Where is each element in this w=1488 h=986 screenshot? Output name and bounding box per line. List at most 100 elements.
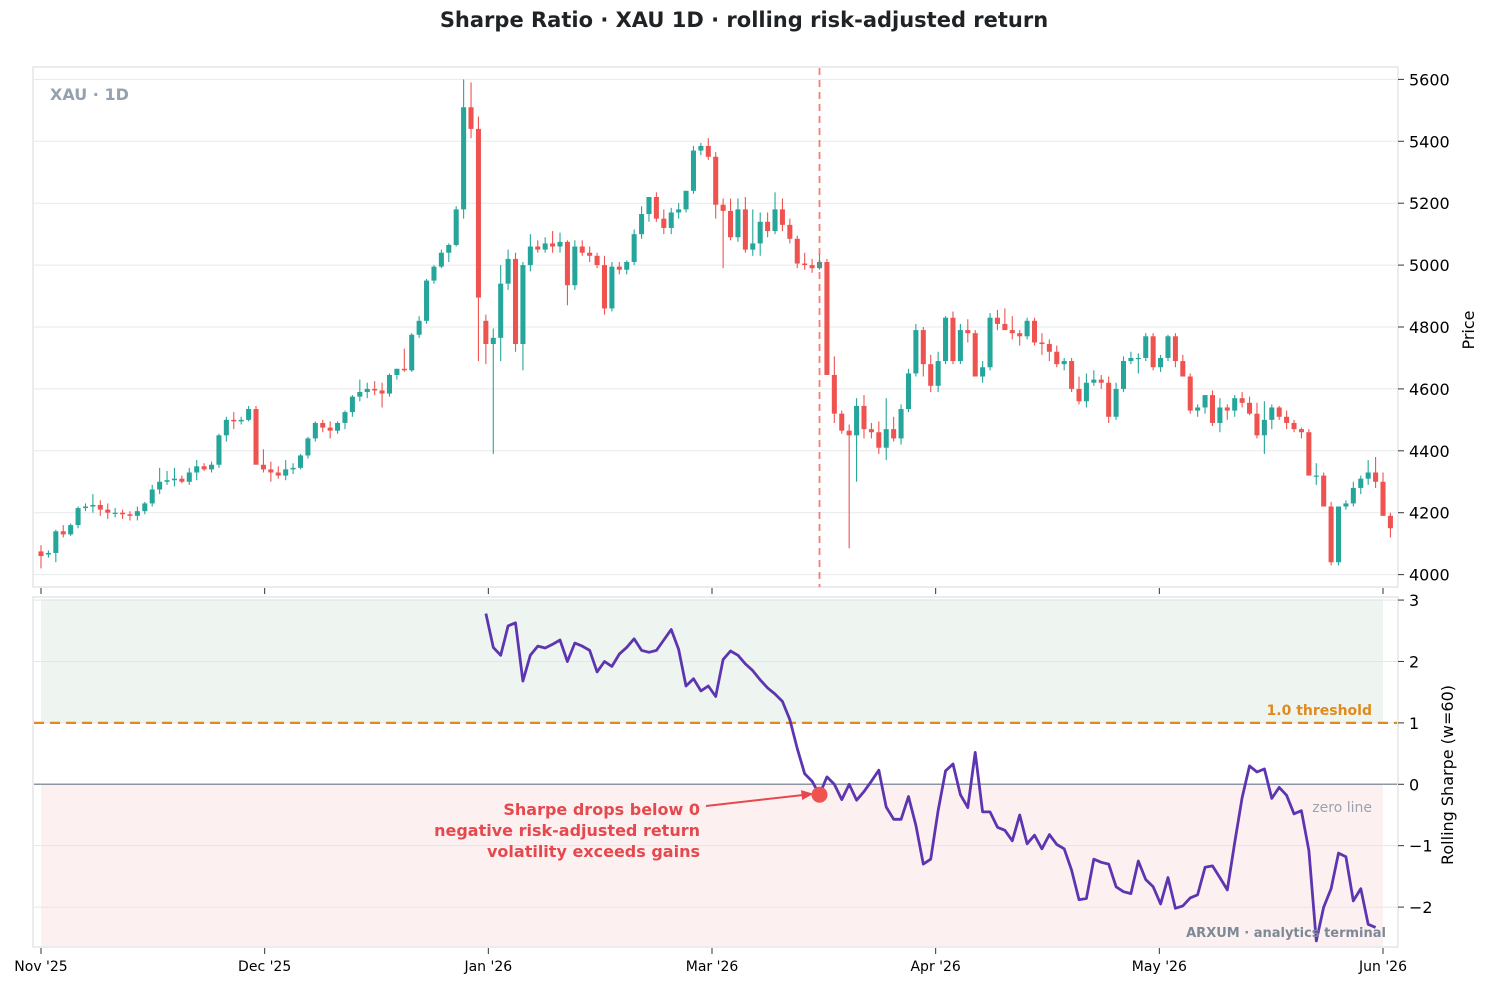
candle-body bbox=[1106, 382, 1112, 417]
candle bbox=[1328, 501, 1334, 566]
candle bbox=[839, 410, 845, 434]
candle-body bbox=[171, 478, 177, 481]
candle bbox=[68, 523, 74, 536]
candle-body bbox=[683, 190, 689, 210]
candle bbox=[179, 475, 185, 484]
x-axis: Nov '25 Dec '25 Jan '26 Mar '26 Apr '26 May '… bbox=[14, 588, 1407, 975]
candle-body bbox=[312, 422, 318, 439]
candle-body bbox=[1313, 475, 1319, 477]
annotation-line-1: Sharpe drops below 0 bbox=[503, 800, 700, 819]
x-tick-label: Mar '26 bbox=[686, 959, 739, 975]
candle-body bbox=[854, 405, 860, 436]
candle bbox=[913, 323, 919, 377]
candle-body bbox=[1054, 351, 1060, 365]
candle-body bbox=[105, 509, 111, 513]
candle-body bbox=[431, 266, 437, 281]
candle bbox=[631, 229, 637, 266]
candle bbox=[1298, 427, 1304, 439]
candle-body bbox=[342, 412, 348, 423]
candle-body bbox=[127, 514, 133, 516]
candle bbox=[854, 398, 860, 482]
candle bbox=[1002, 308, 1008, 331]
candle-body bbox=[957, 330, 963, 362]
candle-body bbox=[461, 107, 467, 210]
candle-body bbox=[994, 317, 1000, 324]
candle-body bbox=[668, 212, 674, 228]
price-tick-label: 5600 bbox=[1409, 70, 1450, 89]
candle-body bbox=[1032, 320, 1038, 343]
candle-body bbox=[1373, 472, 1379, 482]
candle bbox=[668, 207, 674, 235]
candle bbox=[1269, 404, 1275, 430]
candle-body bbox=[1187, 376, 1193, 411]
candle bbox=[157, 467, 163, 495]
candle-body bbox=[1254, 413, 1260, 436]
candle-body bbox=[839, 413, 845, 431]
candle-body bbox=[609, 266, 615, 309]
candle-body bbox=[1180, 361, 1186, 377]
candle-body bbox=[1335, 506, 1342, 563]
positive-region-band bbox=[41, 599, 1383, 723]
threshold-label: 1.0 threshold bbox=[1267, 703, 1372, 719]
candle-body bbox=[179, 478, 185, 482]
candle-body bbox=[1172, 336, 1178, 362]
candle-body bbox=[920, 330, 926, 365]
candle bbox=[349, 395, 355, 417]
candle-body bbox=[194, 466, 200, 473]
candle-body bbox=[891, 429, 897, 439]
candle bbox=[1306, 429, 1312, 476]
candle-body bbox=[38, 551, 44, 557]
candle bbox=[461, 79, 467, 219]
candle bbox=[928, 354, 934, 392]
candle bbox=[379, 382, 385, 408]
candle bbox=[60, 525, 66, 538]
candle-body bbox=[1217, 407, 1223, 423]
candle-body bbox=[905, 373, 912, 410]
candle bbox=[542, 237, 548, 253]
candle bbox=[713, 152, 719, 219]
candle bbox=[1180, 354, 1186, 377]
candle-body bbox=[60, 531, 66, 535]
price-tick-label: 4200 bbox=[1409, 504, 1450, 523]
candle-body bbox=[765, 221, 771, 232]
candle bbox=[750, 209, 756, 256]
candle bbox=[980, 361, 986, 383]
candle bbox=[97, 500, 103, 516]
candle-body bbox=[1298, 429, 1304, 433]
annotation-arrow bbox=[705, 793, 806, 807]
candle-body bbox=[1365, 472, 1371, 479]
candle-body bbox=[661, 218, 667, 228]
candle bbox=[609, 262, 615, 312]
candle-body bbox=[120, 512, 126, 515]
candle bbox=[535, 240, 541, 253]
annotation: Sharpe drops below 0 negative risk-adjus… bbox=[434, 786, 828, 861]
candle-body bbox=[260, 464, 266, 470]
candle bbox=[216, 433, 222, 468]
candle-body bbox=[587, 252, 593, 256]
candle-body bbox=[335, 422, 341, 431]
candle-body bbox=[1120, 361, 1127, 389]
x-tick-label: Apr '26 bbox=[910, 959, 960, 975]
candle-body bbox=[631, 234, 637, 262]
candle bbox=[297, 453, 304, 470]
candle-body bbox=[112, 512, 118, 514]
candle-body bbox=[1261, 419, 1267, 436]
candle-body bbox=[601, 265, 608, 309]
candle bbox=[757, 212, 763, 256]
candle bbox=[705, 138, 711, 160]
candle-body bbox=[535, 246, 541, 250]
candle bbox=[275, 466, 281, 479]
candle bbox=[446, 243, 452, 262]
candle bbox=[416, 316, 422, 338]
candle-body bbox=[483, 320, 489, 345]
candle-body bbox=[824, 262, 830, 375]
candle-body bbox=[728, 210, 734, 238]
candle-body bbox=[1202, 395, 1208, 408]
candle-body bbox=[1239, 398, 1245, 403]
candle bbox=[1321, 472, 1327, 507]
price-y-axis: 4000 4200 4400 4600 4800 5000 5200 5400 5600 bbox=[1398, 70, 1450, 585]
candle bbox=[438, 249, 444, 269]
candle bbox=[1291, 419, 1297, 433]
candle bbox=[1098, 374, 1104, 389]
